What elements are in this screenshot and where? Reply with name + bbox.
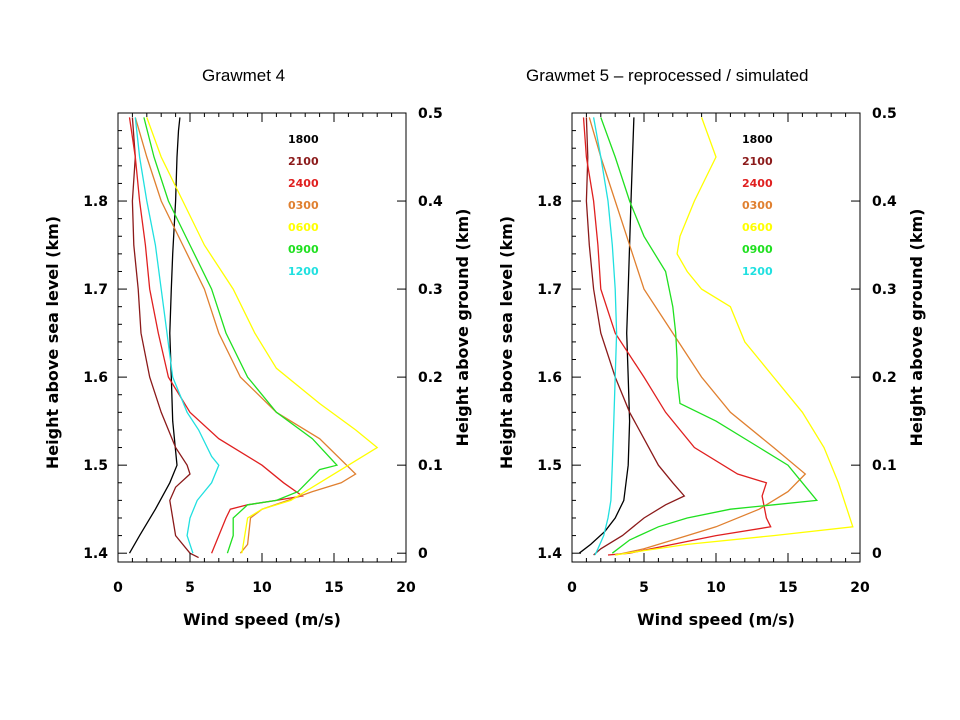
chart-panel-left: 0 5 10 15 20 1.4 1.5 1.6 1.7 1.8 0 0.1 0.2 0.3 0.4 0.5 W… bbox=[43, 106, 472, 629]
y-tick-label: 1.5 bbox=[83, 458, 108, 474]
series-line-2400 bbox=[582, 117, 772, 556]
y2-tick-label: 0.4 bbox=[872, 194, 897, 210]
x-tick-label: 10 bbox=[252, 580, 272, 596]
y-tick-label: 1.6 bbox=[83, 370, 108, 386]
series-line-0600 bbox=[146, 117, 379, 554]
chart-title-left: Grawmet 4 bbox=[202, 66, 286, 85]
legend-entry-2400: 2400 bbox=[288, 177, 319, 190]
y2-tick-label: 0.2 bbox=[418, 370, 443, 386]
y-axis-title: Height above sea level (km) bbox=[43, 216, 62, 469]
y-tick-label: 1.8 bbox=[537, 194, 562, 210]
legend-entry-0300: 0300 bbox=[742, 199, 773, 212]
series-line-2400 bbox=[128, 117, 304, 554]
y-tick-label: 1.7 bbox=[537, 282, 562, 298]
y2-tick-label: 0.5 bbox=[418, 106, 443, 122]
x-tick-label: 0 bbox=[567, 580, 577, 596]
legend-entry-2100: 2100 bbox=[288, 155, 319, 168]
series-line-2100 bbox=[585, 117, 686, 556]
y2-axis-title: Height above ground (km) bbox=[907, 209, 926, 447]
series-line-0900 bbox=[600, 117, 819, 554]
y-tick-label: 1.6 bbox=[537, 370, 562, 386]
y2-tick-label: 0 bbox=[418, 546, 428, 562]
x-axis-title: Wind speed (m/s) bbox=[183, 610, 341, 629]
y2-tick-label: 0.1 bbox=[418, 458, 443, 474]
x-tick-label: 20 bbox=[396, 580, 416, 596]
y2-tick-label: 0.3 bbox=[418, 282, 443, 298]
legend-entry-1800: 1800 bbox=[288, 133, 319, 146]
y-tick-label: 1.7 bbox=[83, 282, 108, 298]
y2-tick-label: 0.4 bbox=[418, 194, 443, 210]
legend-entry-0600: 0600 bbox=[288, 221, 319, 234]
series-line-1800 bbox=[578, 117, 635, 554]
series-line-0300 bbox=[588, 117, 807, 556]
y2-tick-label: 0 bbox=[872, 546, 882, 562]
y-tick-label: 1.5 bbox=[537, 458, 562, 474]
legend-entry-1200: 1200 bbox=[288, 265, 319, 278]
series-line-1200 bbox=[134, 117, 220, 554]
y2-tick-label: 0.5 bbox=[872, 106, 897, 122]
x-tick-label: 15 bbox=[324, 580, 343, 596]
y2-tick-label: 0.2 bbox=[872, 370, 897, 386]
series-line-1200 bbox=[592, 117, 618, 556]
y-tick-label: 1.8 bbox=[83, 194, 108, 210]
y-tick-label: 1.4 bbox=[537, 546, 562, 562]
x-tick-label: 15 bbox=[778, 580, 797, 596]
legend-entry-1200: 1200 bbox=[742, 265, 773, 278]
x-tick-label: 5 bbox=[185, 580, 195, 596]
series-line-0300 bbox=[134, 117, 357, 554]
legend-entry-0900: 0900 bbox=[742, 243, 773, 256]
y2-axis-title: Height above ground (km) bbox=[453, 209, 472, 447]
x-tick-label: 10 bbox=[706, 580, 726, 596]
chart-panel-right: 0 5 10 15 20 1.4 1.5 1.6 1.7 1.8 0 0.1 0.2 0.3 0.4 0.5 W… bbox=[497, 106, 926, 629]
legend-entry-2100: 2100 bbox=[742, 155, 773, 168]
chart-title-right: Grawmet 5 – reprocessed / simulated bbox=[526, 66, 809, 85]
legend-entry-1800: 1800 bbox=[742, 133, 773, 146]
y-axis-title: Height above sea level (km) bbox=[497, 216, 516, 469]
legend-entry-0600: 0600 bbox=[742, 221, 773, 234]
x-tick-label: 0 bbox=[113, 580, 123, 596]
legend-entry-0900: 0900 bbox=[288, 243, 319, 256]
series-line-0900 bbox=[143, 117, 339, 554]
series-line-1800 bbox=[128, 117, 181, 554]
x-tick-label: 5 bbox=[639, 580, 649, 596]
plot-frame bbox=[571, 112, 861, 563]
y2-tick-label: 0.3 bbox=[872, 282, 897, 298]
y-tick-label: 1.4 bbox=[83, 546, 108, 562]
legend-entry-0300: 0300 bbox=[288, 199, 319, 212]
series-line-0600 bbox=[615, 117, 854, 556]
x-axis-title: Wind speed (m/s) bbox=[637, 610, 795, 629]
series-line-2100 bbox=[131, 117, 199, 559]
legend-entry-2400: 2400 bbox=[742, 177, 773, 190]
y2-tick-label: 0.1 bbox=[872, 458, 897, 474]
x-tick-label: 20 bbox=[850, 580, 870, 596]
